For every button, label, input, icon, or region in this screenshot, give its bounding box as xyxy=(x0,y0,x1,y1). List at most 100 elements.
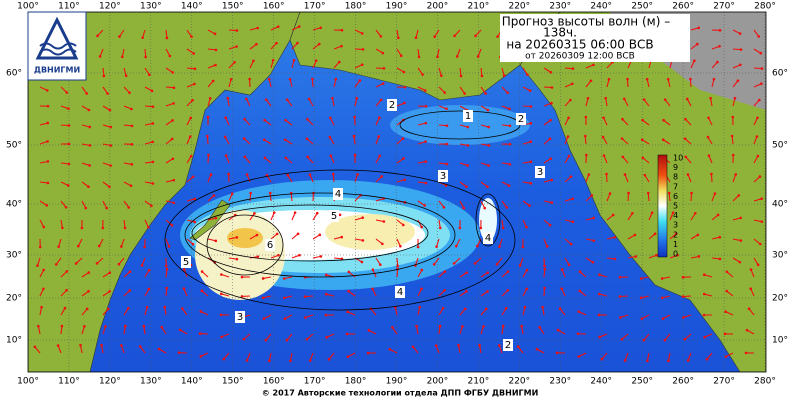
arrow xyxy=(291,26,300,31)
arrow xyxy=(312,255,321,259)
arrow xyxy=(60,162,70,165)
lat-label: 50° xyxy=(6,141,22,151)
arrow-head xyxy=(496,35,499,38)
arrow-head xyxy=(445,124,449,127)
arrow xyxy=(543,287,546,297)
arrow xyxy=(306,138,314,145)
lon-label: 160° xyxy=(263,2,285,12)
colorbar-label: 7 xyxy=(673,182,678,191)
arrow-head xyxy=(182,287,186,290)
arrow-head xyxy=(283,317,287,320)
arrow-head xyxy=(388,348,392,351)
arrow-head xyxy=(739,216,743,220)
arrow-head xyxy=(420,268,424,272)
arrow xyxy=(579,290,587,297)
contour-label-box xyxy=(438,170,448,182)
arrow-head xyxy=(418,305,422,309)
arrow xyxy=(753,198,762,202)
arrow-head xyxy=(577,355,581,358)
arrow xyxy=(417,181,426,184)
arrow-head xyxy=(214,216,218,220)
arrow-head xyxy=(346,355,350,359)
arrow-head xyxy=(285,98,289,101)
lon-label: 140° xyxy=(181,377,203,387)
arrow xyxy=(329,136,335,145)
arrow xyxy=(543,158,552,164)
arrow-head xyxy=(646,191,650,195)
arrow-head xyxy=(353,153,357,157)
arrow xyxy=(123,67,127,76)
arrow-head xyxy=(604,96,607,100)
arrow xyxy=(207,217,216,221)
arrow xyxy=(459,105,468,111)
arrow-head xyxy=(235,236,239,239)
arrow-head xyxy=(590,194,594,197)
arrow-head xyxy=(164,264,168,268)
arrow-head xyxy=(641,156,645,160)
arrow xyxy=(417,307,421,316)
arrow xyxy=(646,352,650,361)
arrow-head xyxy=(253,212,256,215)
arrow xyxy=(498,345,503,354)
arrow xyxy=(332,173,335,183)
arrow xyxy=(501,181,510,187)
lon-label: 150° xyxy=(222,377,244,387)
arrow xyxy=(165,268,168,278)
arrow xyxy=(264,157,272,164)
arrow-head xyxy=(718,44,721,48)
arrow-head xyxy=(734,173,738,176)
arrow xyxy=(268,79,272,88)
arrow xyxy=(605,173,608,183)
arrow-head xyxy=(190,35,193,38)
arrow-head xyxy=(498,344,501,347)
arrow-head xyxy=(151,140,155,144)
arrow xyxy=(585,257,594,263)
lon-label: 210° xyxy=(468,2,490,12)
arrow xyxy=(207,29,216,35)
arrow xyxy=(77,238,83,247)
arrow xyxy=(263,314,272,320)
arrow-head xyxy=(749,287,753,291)
arrow-head xyxy=(525,225,528,229)
arrow xyxy=(228,61,235,69)
contour-label: 3 xyxy=(537,167,543,178)
issue-date: от 20260309 12:00 ВСВ xyxy=(525,52,635,62)
arrow-head xyxy=(731,115,735,119)
arrow-head xyxy=(724,355,728,358)
arrow-head xyxy=(577,310,581,313)
arrow-head xyxy=(560,268,564,271)
arrow-head xyxy=(123,226,127,230)
arrow xyxy=(711,79,715,88)
arrow-head xyxy=(667,191,671,195)
arrow xyxy=(438,105,447,110)
lon-label: 270° xyxy=(713,2,735,12)
colorbar-label: 2 xyxy=(673,230,678,239)
arrow xyxy=(289,352,293,361)
arrow-head xyxy=(381,242,384,246)
arrow-head xyxy=(709,96,712,100)
arrow-head xyxy=(171,71,174,74)
arrow-head xyxy=(738,260,742,264)
arrow-head xyxy=(167,245,171,248)
arrow-head xyxy=(613,235,617,239)
arrow-head xyxy=(484,307,488,311)
arrow xyxy=(647,192,650,202)
arrow xyxy=(599,274,608,278)
arrow xyxy=(557,329,566,335)
arrow-head xyxy=(442,206,446,209)
arrow xyxy=(641,139,650,145)
arrow xyxy=(60,325,63,335)
arrow-head xyxy=(189,154,193,158)
arrow-head xyxy=(424,121,428,125)
arrow xyxy=(559,308,566,316)
contour-label-box xyxy=(463,110,473,122)
arrow-head xyxy=(444,184,448,187)
arrow-head xyxy=(334,77,338,81)
arrow-head xyxy=(262,138,266,141)
arrow xyxy=(475,29,482,37)
arrow-head xyxy=(353,115,356,119)
arrow xyxy=(308,98,314,107)
arrow xyxy=(412,346,419,354)
arrow xyxy=(753,48,762,54)
arrow xyxy=(165,29,168,39)
